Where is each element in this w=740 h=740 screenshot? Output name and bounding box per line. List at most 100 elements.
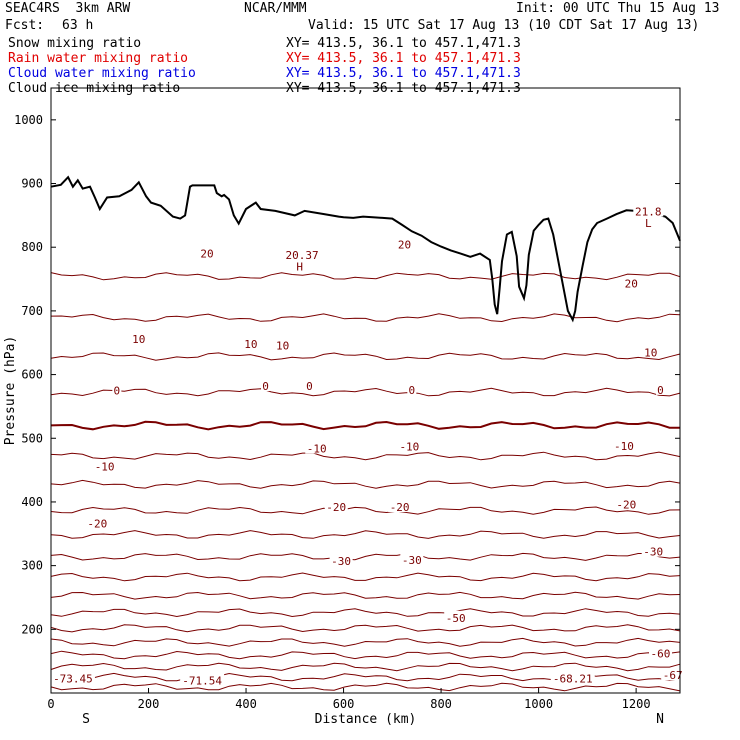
contour-label: 0 bbox=[306, 380, 313, 393]
y-tick-label: 400 bbox=[21, 495, 43, 509]
contour-label-bg bbox=[648, 646, 672, 659]
x-tick-label: 600 bbox=[333, 697, 355, 711]
forecast-label: Fcst: bbox=[5, 18, 45, 33]
contour-label: 20 bbox=[625, 278, 638, 291]
contour-label-bg bbox=[274, 338, 291, 351]
contour-label: 10 bbox=[132, 333, 145, 346]
contour-label-bg bbox=[643, 216, 653, 229]
contour-label-bg bbox=[324, 500, 348, 513]
field-xy-snow: XY= 413.5, 36.1 to 457.1,471.3 bbox=[286, 36, 521, 51]
contour-label-bg bbox=[388, 500, 412, 513]
contour-label: H bbox=[296, 260, 303, 273]
contour-label: -20 bbox=[326, 501, 346, 514]
contour-label: -30 bbox=[643, 546, 663, 559]
x-tick-label: 1000 bbox=[524, 697, 553, 711]
contour-label-bg bbox=[283, 247, 321, 260]
contour-label-bg bbox=[642, 345, 659, 358]
contour-label-bg bbox=[50, 671, 95, 684]
temperature-contours bbox=[50, 272, 681, 692]
x-end-label-left: S bbox=[82, 712, 90, 727]
contour-label-bg bbox=[400, 552, 424, 565]
contour-label-bg bbox=[295, 259, 305, 272]
contour-label: 20 bbox=[200, 248, 213, 261]
org-label: NCAR/MMM bbox=[244, 1, 307, 16]
y-tick-label: 600 bbox=[21, 368, 43, 382]
contour-line bbox=[50, 637, 681, 647]
contour-label: 0 bbox=[114, 385, 121, 398]
contour-label: -10 bbox=[307, 442, 327, 455]
contour-line bbox=[50, 387, 681, 397]
contour-label-bg bbox=[85, 516, 109, 529]
terrain-layer bbox=[50, 175, 681, 323]
contour-label: 20.37 bbox=[286, 249, 319, 262]
contour-line bbox=[50, 591, 681, 600]
contour-label: -20 bbox=[390, 501, 410, 514]
contour-label-bg bbox=[304, 379, 314, 392]
contour-label-bg bbox=[242, 337, 259, 350]
contour-label-bg bbox=[112, 383, 122, 396]
y-tick-label: 800 bbox=[21, 240, 43, 254]
contour-label-bg bbox=[612, 438, 636, 451]
contour-label-bg bbox=[180, 673, 225, 686]
contour-label: -10 bbox=[614, 440, 634, 453]
contour-label-bg bbox=[93, 459, 117, 472]
contour-label: -60 bbox=[651, 648, 671, 661]
contour-label: -30 bbox=[331, 555, 351, 568]
contour-label: 21.8 bbox=[635, 206, 662, 219]
contour-label-bg bbox=[550, 671, 595, 684]
valid-time: Valid: 15 UTC Sat 17 Aug 13 (10 CDT Sat … bbox=[308, 18, 700, 33]
contour-label: 10 bbox=[244, 338, 257, 351]
terrain-line bbox=[50, 175, 681, 323]
plot-frame bbox=[50, 87, 681, 694]
contour-label-bg bbox=[261, 379, 271, 392]
x-tick-label: 0 bbox=[47, 697, 54, 711]
contour-labels: -73.45 -71.54 -68.21 -67 -60 -50 -30 -30 -30 -20 -… bbox=[50, 204, 685, 687]
contour-label-bg bbox=[407, 382, 417, 395]
x-tick-label: 400 bbox=[235, 697, 257, 711]
contour-label: -20 bbox=[87, 518, 107, 531]
model-title: SEAC4RS 3km ARW bbox=[5, 1, 131, 16]
contour-label-bg bbox=[444, 610, 468, 623]
contour-label: -67 bbox=[663, 669, 683, 682]
y-tick-label: 900 bbox=[21, 177, 43, 191]
contour-line bbox=[50, 572, 681, 582]
contour-label: 0 bbox=[409, 384, 416, 397]
contour-line bbox=[50, 608, 681, 618]
contour-label: -50 bbox=[446, 612, 466, 625]
contour-label: 0 bbox=[262, 380, 269, 393]
contour-label: -73.45 bbox=[53, 672, 93, 685]
contour-label: 10 bbox=[644, 346, 657, 359]
field-label-rain: Rain water mixing ratio bbox=[8, 51, 189, 66]
field-label-cloud-water: Cloud water mixing ratio bbox=[8, 66, 196, 81]
contour-label-bg bbox=[130, 331, 147, 344]
field-xy-cloud-water: XY= 413.5, 36.1 to 457.1,471.3 bbox=[286, 66, 521, 81]
contour-label-bg bbox=[329, 554, 353, 567]
contour-label: 10 bbox=[276, 339, 289, 352]
contour-line bbox=[50, 682, 681, 692]
x-tick-label: 800 bbox=[430, 697, 452, 711]
contour-line bbox=[50, 352, 681, 361]
contour-line bbox=[50, 530, 681, 539]
y-tick-label: 1000 bbox=[14, 113, 43, 127]
contour-line bbox=[50, 506, 681, 515]
contour-line bbox=[50, 552, 681, 561]
contour-label-bg bbox=[305, 441, 329, 454]
contour-label: -10 bbox=[95, 460, 115, 473]
contour-label-bg bbox=[655, 382, 665, 395]
contour-line bbox=[50, 624, 681, 633]
y-tick-label: 700 bbox=[21, 304, 43, 318]
contour-label-bg bbox=[641, 544, 665, 557]
contour-label-bg bbox=[614, 497, 638, 510]
contour-label-bg bbox=[397, 439, 421, 452]
contour-line bbox=[50, 313, 681, 323]
contour-label-bg bbox=[633, 204, 664, 217]
y-tick-label: 300 bbox=[21, 559, 43, 573]
contour-label-bg bbox=[199, 246, 216, 259]
field-label-snow: Snow mixing ratio bbox=[8, 36, 142, 51]
contour-line bbox=[50, 479, 681, 489]
contour-line bbox=[50, 662, 681, 672]
init-time: Init: 00 UTC Thu 15 Aug 13 bbox=[516, 1, 720, 16]
field-xy-rain: XY= 413.5, 36.1 to 457.1,471.3 bbox=[286, 51, 521, 66]
